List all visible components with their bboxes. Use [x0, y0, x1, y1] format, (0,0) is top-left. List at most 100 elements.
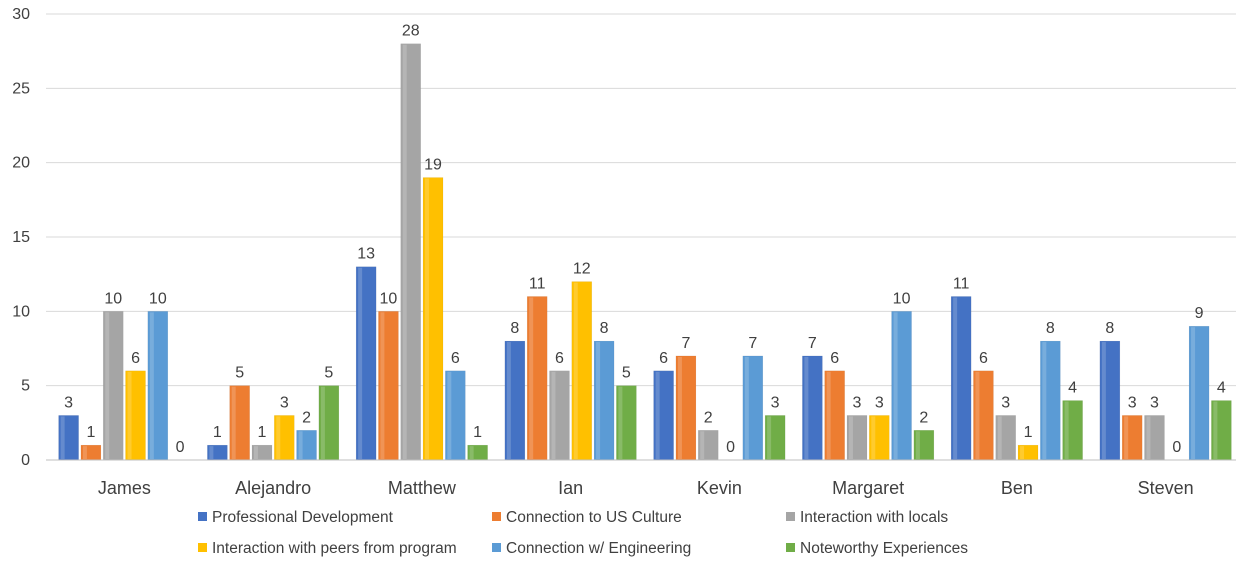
bar-highlight — [320, 386, 325, 459]
data-label: 1 — [213, 424, 222, 441]
x-category-label: Ben — [1001, 478, 1033, 498]
data-label: 5 — [622, 365, 631, 382]
legend-swatch — [492, 543, 501, 552]
legend-swatch — [786, 543, 795, 552]
data-label: 3 — [280, 394, 289, 411]
bar-highlight — [677, 356, 682, 459]
data-label: 7 — [681, 335, 690, 352]
legend-label: Connection w/ Engineering — [506, 540, 691, 557]
y-tick-label: 10 — [12, 303, 30, 320]
data-label: 3 — [1128, 394, 1137, 411]
bar-highlight — [700, 431, 705, 459]
data-label: 6 — [979, 350, 988, 367]
data-label: 3 — [853, 394, 862, 411]
legend-label: Interaction with locals — [800, 509, 948, 526]
data-label: 10 — [104, 290, 122, 307]
bar-highlight — [848, 416, 853, 459]
y-tick-label: 15 — [12, 229, 30, 246]
data-label: 9 — [1195, 305, 1204, 322]
bar-highlight — [425, 178, 430, 460]
data-label: 6 — [131, 350, 140, 367]
x-category-label: Alejandro — [235, 478, 311, 498]
bar-highlight — [149, 312, 154, 459]
data-label: 3 — [875, 394, 884, 411]
bars — [58, 43, 1232, 461]
bar-highlight — [1213, 401, 1218, 459]
data-label: 8 — [1105, 320, 1114, 337]
bar-highlight — [60, 416, 65, 459]
bar-highlight — [529, 297, 534, 459]
x-category-label: Steven — [1138, 478, 1194, 498]
bar-highlight — [447, 371, 452, 459]
bar-highlight — [551, 371, 556, 459]
bar-highlight — [744, 356, 749, 459]
data-label: 3 — [771, 394, 780, 411]
bar-highlight — [618, 386, 623, 459]
bar-highlight — [953, 297, 958, 459]
bar-highlight — [1191, 327, 1196, 459]
bar-highlight — [298, 431, 303, 459]
data-label: 3 — [1001, 394, 1010, 411]
data-label: 6 — [830, 350, 839, 367]
data-label: 13 — [357, 246, 375, 263]
data-label: 7 — [748, 335, 757, 352]
data-label: 1 — [86, 424, 95, 441]
bar-highlight — [655, 371, 660, 459]
bar-highlight — [997, 416, 1002, 459]
bar-highlight — [893, 312, 898, 459]
legend: Professional Development Connection to US… — [198, 509, 968, 557]
data-label: 10 — [893, 290, 911, 307]
data-label: 1 — [1024, 424, 1033, 441]
legend-swatch — [198, 512, 207, 521]
x-category-label: Margaret — [832, 478, 904, 498]
legend-label: Interaction with peers from program — [212, 540, 457, 557]
bar-highlight — [871, 416, 876, 459]
x-category-label: Kevin — [697, 478, 742, 498]
bar-highlight — [276, 416, 281, 459]
bar-highlight — [506, 342, 511, 459]
data-label: 5 — [235, 365, 244, 382]
data-label: 0 — [1172, 439, 1181, 456]
bar-highlight — [82, 446, 87, 459]
data-label: 28 — [402, 23, 420, 40]
data-label: 4 — [1217, 380, 1226, 397]
bar-highlight — [915, 431, 920, 459]
data-label: 19 — [424, 157, 442, 174]
x-category-label: Ian — [558, 478, 583, 498]
data-label: 3 — [1150, 394, 1159, 411]
bar-highlight — [767, 416, 772, 459]
bar-highlight — [826, 371, 831, 459]
data-label: 6 — [659, 350, 668, 367]
data-label: 2 — [302, 409, 311, 426]
bar-highlight — [1064, 401, 1069, 459]
legend-swatch — [492, 512, 501, 521]
y-tick-label: 5 — [21, 378, 30, 395]
data-label: 10 — [380, 290, 398, 307]
data-label: 1 — [473, 424, 482, 441]
bar-highlight — [1101, 342, 1106, 459]
data-label: 6 — [555, 350, 564, 367]
bar-highlight — [596, 342, 601, 459]
bar-highlight — [209, 446, 214, 459]
x-category-label: James — [98, 478, 151, 498]
bar-highlight — [127, 371, 132, 459]
bar-highlight — [1042, 342, 1047, 459]
legend-label: Professional Development — [212, 509, 394, 526]
legend-label: Noteworthy Experiences — [800, 540, 968, 557]
bar-highlight — [975, 371, 980, 459]
data-label: 11 — [529, 275, 546, 292]
bar-highlight — [1124, 416, 1129, 459]
bar-highlight — [402, 44, 407, 459]
gridlines — [46, 13, 1236, 387]
data-label: 0 — [726, 439, 735, 456]
data-label: 6 — [451, 350, 460, 367]
legend-label: Connection to US Culture — [506, 509, 682, 526]
data-labels: 3110610015132513102819618116128567207376… — [64, 23, 1226, 456]
legend-swatch — [198, 543, 207, 552]
data-label: 4 — [1068, 380, 1077, 397]
y-tick-label: 25 — [12, 80, 30, 97]
data-label: 11 — [953, 275, 970, 292]
